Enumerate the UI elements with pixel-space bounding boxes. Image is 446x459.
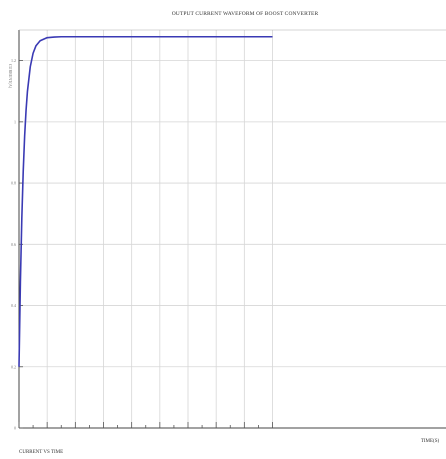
x-axis-label: TIME(S) [421, 439, 440, 444]
series-layer [18, 35, 273, 367]
y-tick-label: 1.2 [11, 58, 16, 63]
chart-title: OUTPUT CURRENT WAVEFORM OF BOOST CONVERT… [172, 11, 319, 17]
labels-layer: 0 0.2 0.4 0.6 0.8 1 1.2 [11, 58, 16, 430]
y-tick-label: 0.4 [11, 303, 16, 308]
y-tick-label: 0.8 [11, 181, 16, 186]
y-tick-label: 0.6 [11, 242, 16, 247]
grid-layer [19, 30, 446, 428]
y-tick-label: 0.2 [11, 364, 16, 369]
y-tick-label: 0 [14, 426, 16, 431]
chart-caption: CURRENT VS TIME [19, 450, 63, 455]
series-line [18, 35, 273, 367]
y-axis-label: CURRENT(A) [8, 64, 13, 89]
y-tick-label: 1 [14, 119, 16, 124]
